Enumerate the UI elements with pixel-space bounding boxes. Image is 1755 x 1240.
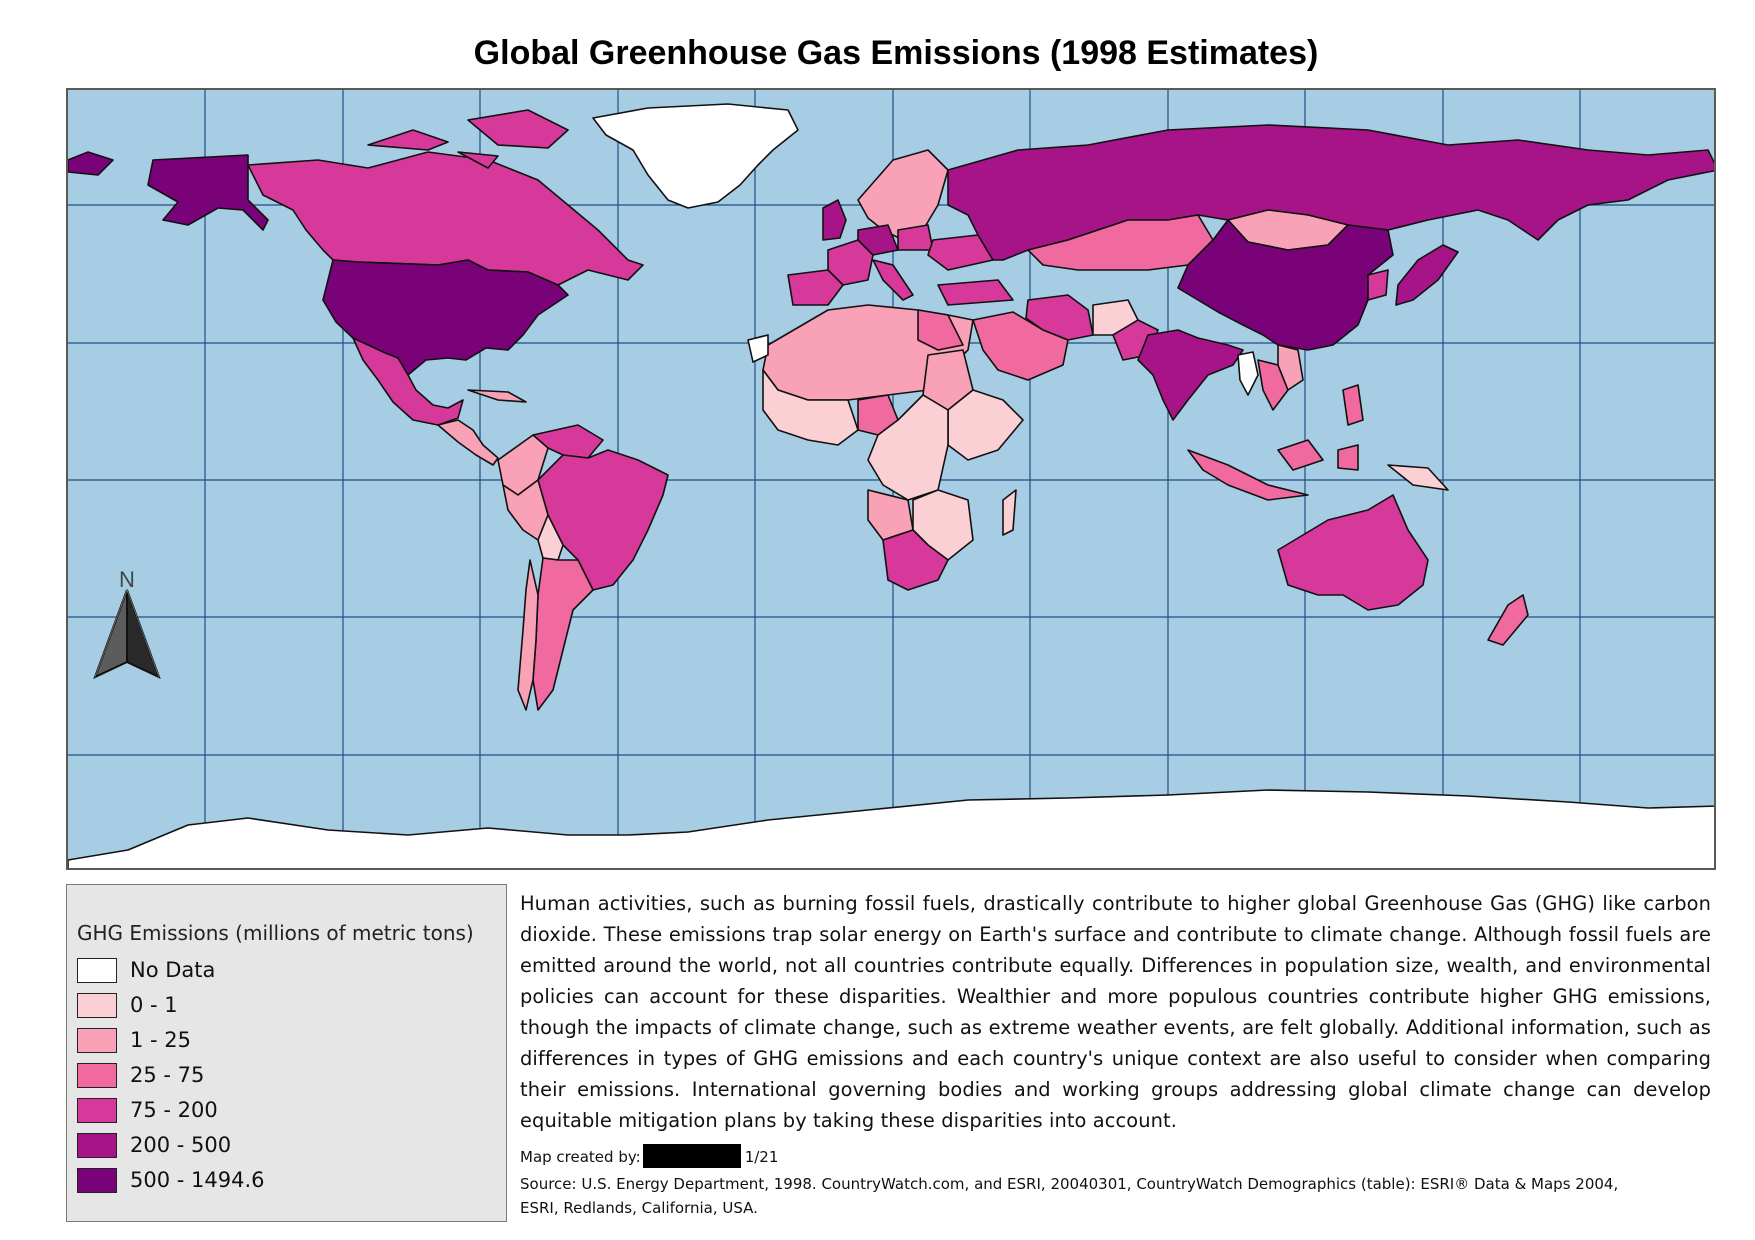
country-mexico bbox=[352, 337, 464, 426]
country-antarctica bbox=[68, 789, 1714, 868]
country-spain bbox=[787, 269, 844, 306]
country-east-africa bbox=[947, 389, 1024, 461]
country-western-sahara bbox=[747, 334, 769, 363]
legend-swatch bbox=[77, 1063, 117, 1088]
legend-swatch bbox=[77, 1098, 117, 1123]
country-australia bbox=[1277, 494, 1429, 611]
legend-swatch bbox=[77, 993, 117, 1018]
country-ukraine bbox=[927, 234, 994, 271]
country-japan bbox=[1395, 244, 1459, 306]
country-egypt bbox=[917, 309, 964, 351]
country-brazil bbox=[537, 449, 669, 591]
legend-label: 75 - 200 bbox=[130, 1098, 218, 1122]
map-credit: Map created by: 1/21 bbox=[520, 1144, 778, 1168]
north-label: N bbox=[119, 567, 135, 592]
country-madagascar bbox=[1002, 489, 1017, 536]
legend-swatch bbox=[77, 1133, 117, 1158]
legend-label: 1 - 25 bbox=[130, 1028, 192, 1052]
country-saudi-arabia bbox=[972, 311, 1069, 381]
alaska-west bbox=[68, 151, 114, 176]
legend-title: GHG Emissions (millions of metric tons) bbox=[77, 921, 474, 945]
legend-label: No Data bbox=[130, 958, 216, 982]
country-south-africa bbox=[882, 529, 949, 591]
country-bolivia bbox=[537, 514, 564, 561]
country-italy bbox=[872, 259, 914, 301]
country-vietnam bbox=[1277, 344, 1304, 391]
country-png bbox=[1387, 464, 1449, 491]
legend-label: 200 - 500 bbox=[130, 1133, 232, 1157]
country-cuba bbox=[467, 389, 527, 403]
north-arrow-icon: N bbox=[93, 567, 161, 679]
country-indonesia bbox=[1187, 439, 1359, 501]
country-scandinavia bbox=[857, 149, 949, 241]
country-myanmar bbox=[1237, 351, 1259, 396]
country-west-africa bbox=[762, 369, 859, 446]
legend-swatch bbox=[77, 1028, 117, 1053]
country-iran bbox=[1025, 294, 1094, 341]
country-poland bbox=[897, 224, 934, 251]
legend-label: 25 - 75 bbox=[130, 1063, 205, 1087]
map-title: Global Greenhouse Gas Emissions (1998 Es… bbox=[473, 34, 1319, 72]
country-turkey bbox=[937, 279, 1014, 306]
world-map: N bbox=[66, 88, 1716, 870]
legend: GHG Emissions (millions of metric tons) … bbox=[66, 884, 507, 1222]
description-text: Human activities, such as burning fossil… bbox=[520, 892, 1711, 1132]
country-new-zealand bbox=[1487, 594, 1529, 646]
country-philippines bbox=[1342, 384, 1364, 426]
country-greenland bbox=[592, 103, 799, 209]
legend-label: 0 - 1 bbox=[130, 993, 178, 1017]
country-india bbox=[1137, 329, 1244, 421]
country-central-america bbox=[437, 419, 499, 466]
source-text: Source: U.S. Energy Department, 1998. Co… bbox=[520, 1175, 1619, 1217]
country-usa-alaska bbox=[147, 154, 269, 231]
credit-prefix: Map created by: bbox=[520, 1148, 641, 1166]
country-uk bbox=[822, 199, 847, 241]
legend-swatch bbox=[77, 1168, 117, 1193]
legend-label: 500 - 1494.6 bbox=[130, 1168, 265, 1192]
country-chile bbox=[517, 559, 539, 711]
canada-islands bbox=[367, 109, 569, 169]
legend-swatch bbox=[77, 958, 117, 983]
country-germany bbox=[857, 224, 899, 256]
country-central-africa bbox=[867, 394, 949, 501]
country-korea bbox=[1367, 269, 1389, 301]
redacted-author bbox=[642, 1144, 741, 1168]
credit-date: 1/21 bbox=[744, 1148, 779, 1166]
